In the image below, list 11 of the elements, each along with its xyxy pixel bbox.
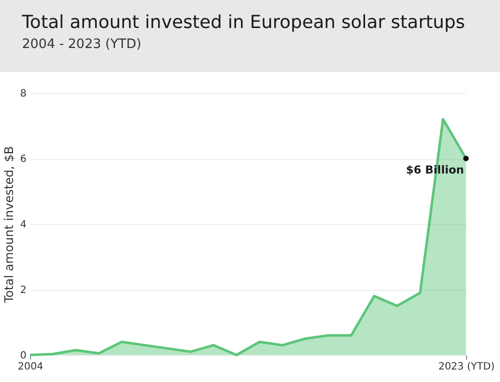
chart-subtitle: 2004 - 2023 (YTD) (22, 37, 142, 52)
annotation: $6 Billion (406, 164, 464, 176)
y-tick-label: 4 (20, 220, 26, 230)
chart-title: Total amount invested in European solar startups (22, 12, 466, 33)
x-tick-label: 2004 (18, 362, 44, 372)
y-tick-label: 2 (20, 285, 26, 296)
y-tick-label: 0 (20, 350, 26, 362)
y-tick-label: 6 (20, 154, 26, 165)
y-tick-label: 8 (20, 88, 26, 100)
y-axis-title: Total amount invested, $B (2, 146, 16, 304)
x-tick-label: 2023 (YTD) (438, 362, 495, 372)
